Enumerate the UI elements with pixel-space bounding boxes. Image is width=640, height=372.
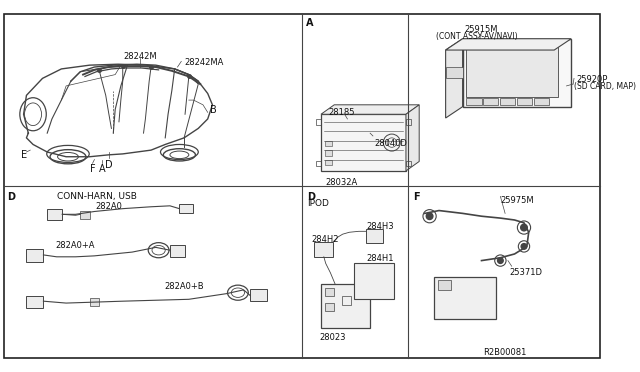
- Bar: [90, 298, 99, 306]
- Text: F: F: [413, 192, 420, 202]
- Text: 28242M: 28242M: [123, 52, 157, 61]
- Polygon shape: [445, 39, 463, 118]
- Text: E: E: [20, 150, 27, 160]
- Bar: [321, 114, 406, 171]
- Bar: [483, 98, 499, 105]
- Text: 25920P: 25920P: [576, 75, 607, 84]
- Text: IPOD: IPOD: [307, 199, 329, 208]
- Text: R2B00081: R2B00081: [483, 349, 527, 357]
- Text: 284H2: 284H2: [312, 235, 339, 244]
- Bar: [324, 150, 332, 156]
- Polygon shape: [321, 105, 419, 114]
- Bar: [170, 244, 185, 257]
- Bar: [324, 160, 332, 165]
- Text: 28185: 28185: [328, 108, 355, 117]
- Text: 282A0+B: 282A0+B: [164, 282, 204, 291]
- Circle shape: [497, 258, 503, 263]
- Bar: [314, 242, 333, 257]
- Text: F: F: [90, 164, 95, 174]
- Text: 25915M: 25915M: [465, 25, 499, 33]
- Bar: [321, 284, 370, 328]
- Bar: [80, 212, 90, 219]
- Text: 282A0+A: 282A0+A: [56, 241, 95, 250]
- Text: 282A0: 282A0: [95, 202, 122, 211]
- Bar: [354, 263, 394, 299]
- Bar: [463, 39, 571, 107]
- Circle shape: [426, 213, 433, 219]
- Bar: [324, 303, 334, 311]
- Bar: [316, 160, 321, 166]
- Text: 25975M: 25975M: [500, 196, 534, 205]
- Text: B: B: [209, 105, 216, 115]
- Bar: [467, 98, 481, 105]
- Bar: [438, 280, 451, 290]
- Text: D: D: [8, 192, 15, 202]
- Bar: [406, 119, 411, 125]
- Bar: [324, 141, 332, 146]
- Circle shape: [521, 224, 527, 231]
- Polygon shape: [406, 105, 419, 171]
- Bar: [406, 160, 411, 166]
- Circle shape: [521, 244, 527, 249]
- Bar: [500, 98, 515, 105]
- Bar: [435, 277, 495, 319]
- Text: D: D: [105, 160, 113, 170]
- Text: 28242MA: 28242MA: [184, 58, 223, 67]
- Bar: [26, 249, 44, 262]
- Bar: [366, 230, 383, 243]
- Bar: [467, 46, 558, 97]
- Bar: [316, 119, 321, 125]
- Bar: [26, 295, 44, 308]
- Bar: [250, 289, 267, 301]
- Bar: [445, 67, 463, 78]
- Text: 25371D: 25371D: [510, 268, 543, 277]
- Text: 28040D: 28040D: [375, 139, 408, 148]
- Text: (SD CARD, MAP): (SD CARD, MAP): [574, 82, 636, 91]
- Text: D: D: [307, 192, 315, 202]
- Text: (CONT ASSY-AV/NAVI): (CONT ASSY-AV/NAVI): [436, 32, 518, 41]
- Text: CONN-HARN, USB: CONN-HARN, USB: [57, 192, 136, 201]
- Text: A: A: [306, 18, 314, 28]
- Text: 284H1: 284H1: [366, 254, 394, 263]
- Text: 28023: 28023: [319, 333, 346, 342]
- Bar: [47, 209, 62, 220]
- Bar: [342, 295, 351, 305]
- Text: 284H3: 284H3: [366, 222, 394, 231]
- Bar: [517, 98, 532, 105]
- Text: 28032A: 28032A: [326, 179, 358, 187]
- Text: A: A: [99, 164, 105, 174]
- Bar: [534, 98, 550, 105]
- Bar: [324, 288, 334, 295]
- Bar: [179, 204, 193, 214]
- Polygon shape: [445, 39, 571, 50]
